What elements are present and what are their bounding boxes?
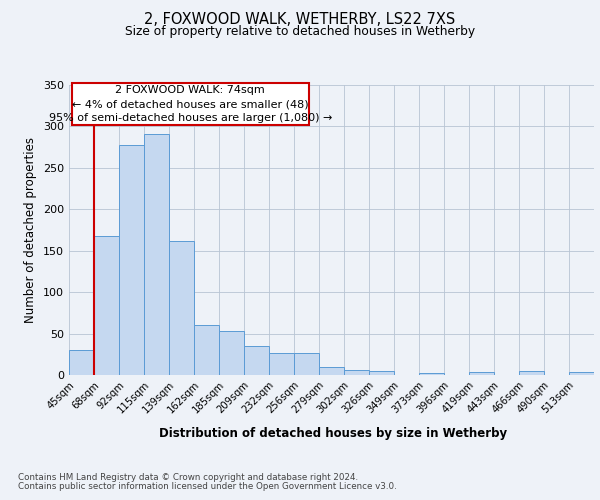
Bar	[244, 346, 269, 375]
Bar	[119, 144, 144, 375]
Bar	[144, 134, 169, 375]
Bar	[469, 372, 494, 375]
Text: Distribution of detached houses by size in Wetherby: Distribution of detached houses by size …	[159, 428, 507, 440]
Bar	[94, 236, 119, 375]
Text: 2 FOXWOOD WALK: 74sqm
← 4% of detached houses are smaller (48)
95% of semi-detac: 2 FOXWOOD WALK: 74sqm ← 4% of detached h…	[49, 85, 332, 123]
Bar	[519, 371, 544, 375]
Bar	[419, 372, 444, 375]
Bar	[344, 370, 369, 375]
Bar	[219, 331, 244, 375]
Text: Contains HM Land Registry data © Crown copyright and database right 2024.: Contains HM Land Registry data © Crown c…	[18, 472, 358, 482]
Bar	[194, 326, 219, 375]
Bar	[69, 350, 94, 375]
Bar	[319, 366, 344, 375]
Bar	[369, 371, 394, 375]
Bar	[269, 352, 294, 375]
Bar	[569, 372, 594, 375]
FancyBboxPatch shape	[71, 84, 309, 125]
Y-axis label: Number of detached properties: Number of detached properties	[25, 137, 37, 323]
Bar	[294, 352, 319, 375]
Text: 2, FOXWOOD WALK, WETHERBY, LS22 7XS: 2, FOXWOOD WALK, WETHERBY, LS22 7XS	[145, 12, 455, 28]
Bar	[169, 241, 194, 375]
Text: Size of property relative to detached houses in Wetherby: Size of property relative to detached ho…	[125, 25, 475, 38]
Text: Contains public sector information licensed under the Open Government Licence v3: Contains public sector information licen…	[18, 482, 397, 491]
